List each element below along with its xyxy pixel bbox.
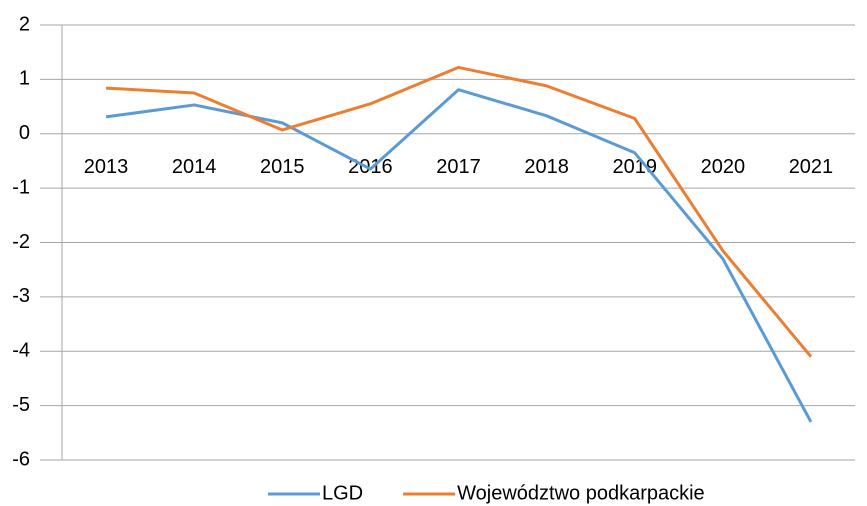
x-tick-label: 2018 — [524, 156, 569, 178]
y-tick-label: -4 — [12, 340, 30, 362]
legend-label: LGD — [322, 482, 363, 504]
legend-label: Województwo podkarpackie — [457, 482, 705, 504]
y-tick-label: 1 — [19, 68, 30, 90]
y-tick-label: -3 — [12, 285, 30, 307]
x-tick-label: 2016 — [348, 156, 393, 178]
line-series — [105, 65, 813, 358]
y-tick-label: -2 — [12, 231, 30, 253]
line-series — [105, 88, 813, 423]
y-tick-label: -6 — [12, 448, 30, 470]
x-tick-label: 2021 — [789, 156, 834, 178]
y-tick-label: -5 — [12, 394, 30, 416]
y-tick-label: -1 — [12, 176, 30, 198]
x-tick-label: 2017 — [436, 156, 481, 178]
x-tick-label: 2014 — [172, 156, 217, 178]
y-tick-label: 0 — [19, 122, 30, 144]
x-tick-label: 2020 — [701, 156, 746, 178]
x-tick-label: 2015 — [260, 156, 305, 178]
x-tick-label: 2013 — [84, 156, 129, 178]
x-tick-label: 2019 — [612, 156, 657, 178]
y-tick-label: 2 — [19, 13, 30, 35]
